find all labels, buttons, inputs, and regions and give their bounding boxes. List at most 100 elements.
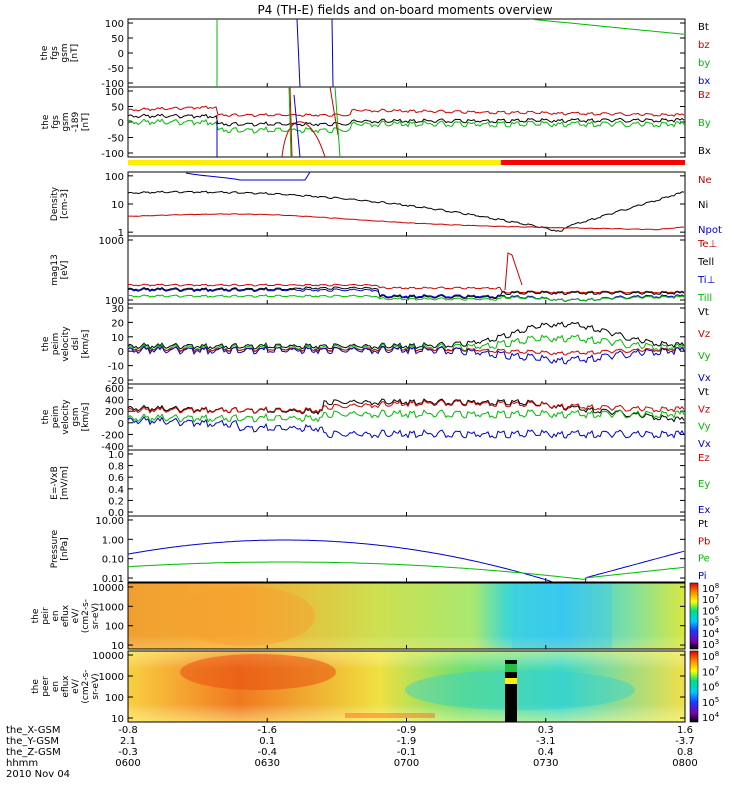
colorbar-tick-label: 103 [702, 638, 719, 651]
panel-ele_spec: 10000 1000 100 10 the peer en eflux eV/(cm2-s-sr… [31, 650, 686, 725]
y-axis-label-line: E=-VxB [50, 466, 60, 500]
y-axis-label-line: eV/ [71, 608, 81, 624]
y-axis-label-line: sr-eV) [91, 673, 101, 699]
y-axis-label-line: dsl [71, 338, 81, 351]
legend-entry: Vx [698, 439, 711, 450]
y-axis-label-line: [nPa] [60, 537, 70, 560]
legend-entry: Tell [697, 257, 714, 268]
y-axis-label-line: peim [51, 333, 61, 356]
ion-spectrogram [128, 583, 685, 649]
series-npot-line [185, 172, 311, 181]
series-bz-line [128, 105, 685, 118]
series-te-perp-line [128, 283, 685, 294]
y-tick-label: 0 [118, 419, 124, 430]
colorbar-tick-label: 104 [702, 711, 720, 724]
colorbar-tick-label: 104 [702, 627, 720, 640]
x-tick-label: 0730 [533, 758, 558, 769]
y-axis-label-line: [km/s] [81, 330, 91, 359]
y-tick-label: 10 [111, 641, 124, 652]
series-vt-line [128, 398, 685, 423]
y-tick-label: 0 [118, 347, 124, 358]
y-axis-label-line: [eV] [60, 261, 70, 280]
series-vz-line [128, 399, 685, 414]
x-tick-label: -0.8 [118, 725, 138, 736]
y-axis-label-line: Density [50, 186, 60, 221]
x-tick-label: -0.3 [118, 747, 138, 758]
y-axis-label-line: [mV/m] [60, 466, 70, 500]
y-axis-label-line: en [51, 610, 61, 621]
x-axis-row-label: 2010 Nov 04 [6, 769, 70, 780]
x-tick-label: -3.1 [536, 736, 556, 747]
series-vy-line [128, 409, 685, 424]
y-axis-label-line: -189 [71, 112, 81, 133]
electron-colorbar [689, 650, 699, 723]
y-tick-label: 10000 [92, 583, 124, 594]
y-axis-label: mag13 [eV] [50, 254, 70, 285]
series-pi-line [128, 539, 685, 582]
series-by-spikes [288, 87, 341, 157]
panel-pressure: 10.00 1.00 0.10 0.01 Pressure [nPa] [50, 515, 686, 585]
y-axis-label-line: gsm [60, 43, 70, 62]
y-axis-label-line: [km/s] [81, 403, 91, 432]
legend-entry: Vx [698, 373, 711, 384]
series-vx-line [128, 344, 685, 365]
y-axis-label: the fgs gsm [nT] [40, 43, 80, 62]
series-pe-line [128, 561, 685, 580]
y-tick-label: 600 [105, 384, 124, 395]
y-axis-label-line: eflux [61, 604, 71, 627]
x-tick-label: 0700 [394, 758, 419, 769]
series-by-line [529, 19, 685, 35]
legend-entry: Ti⊥ [697, 275, 715, 286]
x-tick-label: -0.9 [397, 725, 417, 736]
series-bx-spike [296, 19, 334, 87]
series-by-line [128, 118, 685, 134]
colorbar-tick-label: 108 [702, 582, 719, 595]
y-tick-label: 50 [111, 103, 124, 114]
y-axis-label-line: peer [41, 676, 51, 697]
y-axis-label: the peir en eflux eV/(cm2-s-sr-eV) [31, 599, 101, 633]
y-axis-label-line: fgs [50, 46, 60, 60]
legend-temp: Te⊥ Tell Ti⊥ Till [697, 239, 717, 304]
x-tick-label: 0.3 [538, 725, 554, 736]
y-tick-label: 100 [105, 296, 124, 307]
y-axis-label-line: Pressure [50, 529, 60, 568]
x-tick-label: 0.8 [677, 747, 693, 758]
legend-entry: bx [698, 76, 710, 87]
x-tick-label: 0630 [255, 758, 280, 769]
y-tick-label: 10 [111, 200, 124, 211]
y-tick-label: 0.6 [108, 473, 124, 484]
legend-entry: Pe [698, 554, 710, 565]
y-axis-label-line: [nT] [70, 44, 80, 62]
y-axis-label-line: the [41, 114, 51, 129]
y-axis-label-line: eV/ [71, 678, 81, 694]
mode-bar-slow-survey [128, 160, 501, 165]
legend-vel_gsm: Vt Vz Vy Vx [698, 387, 711, 450]
legend-fgs_l: Bz By Bx [698, 90, 711, 157]
series-te-perp-spike [504, 252, 523, 291]
x-tick-label: 1.6 [677, 725, 693, 736]
y-axis-label-line: (cm2-s- [81, 669, 91, 703]
y-axis-label-line: velocity [61, 399, 71, 435]
legend-entry: Ez [698, 453, 710, 464]
y-tick-label: 10 [111, 714, 124, 725]
y-tick-label: 1000 [99, 236, 124, 247]
legend-pressure: Pt Pb Pe Pi [698, 519, 710, 582]
legend-efield: Ez Ey Ex [698, 453, 710, 516]
legend-entry: Npot [698, 225, 722, 236]
y-tick-label: 100 [105, 693, 124, 704]
y-tick-label: 200 [105, 407, 124, 418]
panel-fgs: 100 50 0 -50 -100 the fgs gsm [nT] [40, 18, 686, 90]
data-gap-green [505, 664, 517, 672]
y-axis-label-line: fgs [51, 115, 61, 129]
data-gap-black [505, 660, 517, 722]
legend-entry: Vy [698, 351, 711, 362]
series-ni-line [128, 190, 685, 232]
y-axis-label-line: gsm [61, 112, 71, 131]
y-tick-label: -100 [101, 79, 124, 90]
legend-entry: bz [698, 40, 710, 51]
y-axis-label-line: peim [51, 406, 61, 429]
legend-entry: by [698, 58, 710, 69]
